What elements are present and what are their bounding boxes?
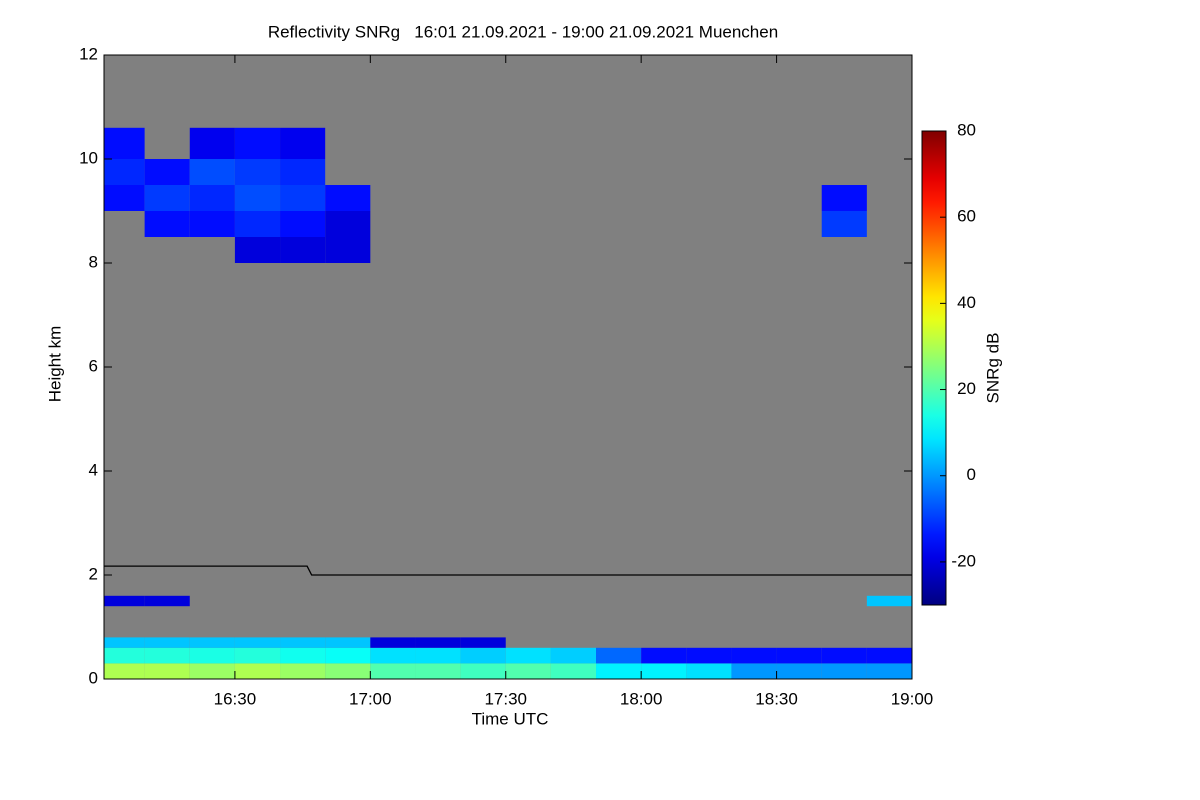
heatmap-cell: [280, 211, 326, 237]
heatmap-cell: [821, 185, 867, 211]
heatmap-cell: [144, 185, 190, 211]
boundary-line: [104, 565, 912, 576]
heatmap-cell: [550, 647, 597, 664]
heatmap-cell: [234, 127, 281, 159]
colorbar-tick-label: 80: [957, 120, 976, 139]
heatmap-cell: [234, 211, 281, 237]
heatmap-cell: [144, 159, 190, 185]
y-tick-label: 10: [79, 148, 98, 167]
colorbar-tick-label: 60: [957, 207, 976, 226]
heatmap-cell: [104, 185, 145, 211]
heatmap-cell: [686, 647, 732, 664]
heatmap-cell: [641, 663, 687, 679]
heatmap-cell: [776, 663, 822, 679]
heatmap-cell: [776, 647, 822, 664]
heatmap-cell: [821, 647, 867, 664]
heatmap-cell: [280, 663, 326, 679]
y-tick-label: 2: [89, 564, 98, 583]
heatmap-cell: [234, 237, 281, 263]
heatmap-cell: [866, 647, 912, 664]
heatmap-cell: [415, 637, 461, 648]
heatmap-cell: [596, 647, 642, 664]
chart-title: Reflectivity SNRg 16:01 21.09.2021 - 19:…: [268, 22, 778, 41]
heatmap-cell: [280, 185, 326, 211]
heatmap-cell: [189, 637, 235, 648]
heatmap-cell: [280, 237, 326, 263]
colorbar-tick-label: 0: [967, 465, 976, 484]
heatmap-cell: [325, 237, 371, 263]
heatmap-cell: [731, 663, 777, 679]
colorbar-tick-label: 40: [957, 293, 976, 312]
x-tick-label: 17:30: [484, 689, 527, 708]
heatmap-cell: [505, 647, 551, 664]
heatmap-cell: [415, 647, 461, 664]
heatmap-cell: [234, 647, 281, 664]
y-tick-label: 6: [89, 356, 98, 375]
heatmap-cell: [234, 185, 281, 211]
heatmap-cell: [686, 663, 732, 679]
heatmap-cell: [821, 211, 867, 237]
heatmap-cell: [189, 159, 235, 185]
heatmap-cell: [325, 211, 371, 237]
heatmap-cell: [325, 185, 371, 211]
colorbar-tick-label: 20: [957, 379, 976, 398]
heatmap-cell: [189, 211, 235, 237]
x-tick-label: 18:00: [620, 689, 663, 708]
heatmap-cell: [144, 663, 190, 679]
heatmap-cell: [234, 637, 281, 648]
heatmap-cell: [104, 159, 145, 185]
heatmap-cell: [460, 647, 506, 664]
heatmap-cell: [234, 159, 281, 185]
heatmap-cell: [189, 127, 235, 159]
heatmap-cell: [550, 663, 597, 679]
x-tick-label: 18:30: [755, 689, 798, 708]
heatmap-cell: [325, 663, 371, 679]
heatmap-cell: [189, 663, 235, 679]
colorbar-tick-label: -20: [951, 551, 976, 570]
x-tick-label: 16:30: [214, 689, 257, 708]
heatmap-cell: [280, 159, 326, 185]
heatmap-cell: [104, 663, 145, 679]
heatmap-cell: [460, 637, 506, 648]
heatmap-cell: [731, 647, 777, 664]
heatmap-cell: [370, 637, 416, 648]
colorbar-label: SNRg dB: [983, 333, 1002, 404]
heatmap-cell: [821, 663, 867, 679]
heatmap-cell: [280, 637, 326, 648]
heatmap-cell: [370, 647, 416, 664]
heatmap-cell: [189, 647, 235, 664]
heatmap-cell: [370, 663, 416, 679]
heatmap-cell: [189, 185, 235, 211]
x-tick-label: 19:00: [891, 689, 934, 708]
heatmap-cell: [144, 211, 190, 237]
heatmap-cell: [104, 595, 145, 607]
x-axis-label: Time UTC: [472, 709, 549, 728]
heatmap-cell: [641, 647, 687, 664]
heatmap-cell: [104, 647, 145, 664]
heatmap-cell: [104, 637, 145, 648]
heatmap-cell: [234, 663, 281, 679]
x-tick-label: 17:00: [349, 689, 392, 708]
heatmap-cell: [144, 637, 190, 648]
heatmap-cell: [505, 663, 551, 679]
heatmap-cell: [104, 127, 145, 159]
y-tick-label: 0: [89, 668, 98, 687]
heatmap-cell: [866, 595, 912, 607]
y-axis-label: Height km: [45, 326, 64, 403]
heatmap-cell: [144, 647, 190, 664]
colorbar: [921, 130, 947, 606]
heatmap-cell: [866, 663, 912, 679]
y-tick-label: 12: [79, 44, 98, 63]
heatmap-cell: [144, 595, 190, 607]
heatmap-cell: [280, 647, 326, 664]
heatmap-cell: [325, 637, 371, 648]
y-tick-label: 8: [89, 252, 98, 271]
y-tick-label: 4: [89, 460, 98, 479]
heatmap-cell: [280, 127, 326, 159]
heatmap-cell: [415, 663, 461, 679]
heatmap-cell: [325, 647, 371, 664]
heatmap-cell: [460, 663, 506, 679]
heatmap-cell: [596, 663, 642, 679]
